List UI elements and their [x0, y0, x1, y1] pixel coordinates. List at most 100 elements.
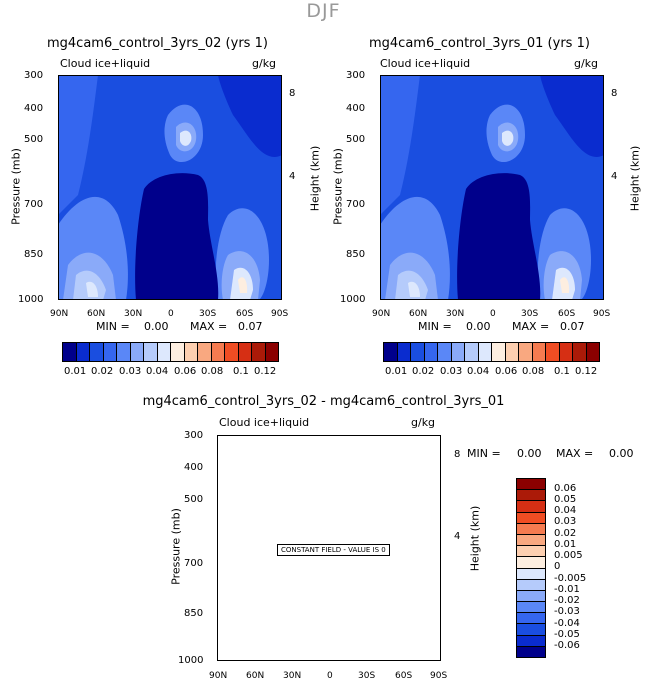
- colorbar-label: -0.04: [554, 618, 580, 629]
- colorbar-swatch: [586, 343, 599, 361]
- y-tick: 700: [184, 558, 204, 569]
- panel-3-colorbar: [516, 478, 546, 658]
- colorbar-swatch: [103, 343, 117, 361]
- colorbar-swatch: [465, 343, 479, 361]
- panel-1-variable: Cloud ice+liquid: [60, 57, 151, 70]
- min-value: 0.00: [466, 320, 491, 333]
- x-tick: 90N: [372, 309, 391, 319]
- y-tick: 850: [346, 249, 366, 260]
- colorbar-swatch: [198, 343, 212, 361]
- max-value: 0.07: [238, 320, 263, 333]
- constant-field-notice: CONSTANT FIELD - VALUE IS 0: [277, 544, 390, 556]
- panel-1-ylabel: Pressure (mb): [9, 148, 23, 225]
- y-tick: 500: [346, 134, 366, 145]
- colorbar-swatch: [517, 635, 545, 647]
- x-tick: 90S: [593, 309, 611, 319]
- contour-region: [540, 75, 604, 157]
- colorbar-swatch: [517, 479, 545, 491]
- panel-2-ylabel: Pressure (mb): [331, 148, 345, 225]
- max-label: MAX =: [190, 320, 228, 333]
- colorbar-label: 0.01: [385, 366, 408, 377]
- panel-2-frame: [380, 75, 604, 300]
- colorbar-label: 0.1: [233, 366, 249, 377]
- colorbar-label: 0.02: [412, 366, 435, 377]
- min-label: MIN =: [467, 447, 501, 460]
- y2-tick: 4: [611, 171, 618, 182]
- panel-1-y2label: Height (km): [308, 145, 322, 212]
- y2-tick: 8: [289, 88, 296, 99]
- panel-3-y2label: Height (km): [468, 505, 482, 572]
- colorbar-swatch: [384, 343, 398, 361]
- colorbar-swatch: [517, 501, 545, 513]
- colorbar-swatch: [517, 490, 545, 502]
- colorbar-swatch: [517, 557, 545, 569]
- panel-3-units: g/kg: [411, 416, 436, 429]
- colorbar-swatch: [532, 343, 546, 361]
- y2-tick: 8: [611, 88, 618, 99]
- colorbar-swatch: [517, 534, 545, 547]
- colorbar-label: 0.08: [201, 366, 224, 377]
- colorbar-swatch: [517, 646, 545, 657]
- colorbar-label: 0.08: [522, 366, 545, 377]
- colorbar-label: 0.03: [440, 366, 463, 377]
- y-tick: 300: [24, 70, 44, 81]
- colorbar-swatch: [517, 590, 545, 603]
- colorbar-swatch: [517, 624, 545, 636]
- colorbar-label: 0.1: [554, 366, 570, 377]
- colorbar-swatch: [424, 343, 438, 361]
- colorbar-swatch: [492, 343, 506, 361]
- colorbar-swatch: [184, 343, 198, 361]
- colorbar-label: 0.02: [91, 366, 114, 377]
- panel-2-contour-plot: [380, 75, 604, 300]
- colorbar-swatch: [505, 343, 519, 361]
- y-tick: 300: [184, 430, 204, 441]
- colorbar-swatch: [519, 343, 533, 361]
- contour-region: [218, 75, 282, 157]
- colorbar-label: 0.01: [554, 539, 577, 550]
- panel-2-colorbar: [383, 342, 600, 362]
- panel-1-title: mg4cam6_control_3yrs_02 (yrs 1): [47, 36, 268, 51]
- y-tick: 1000: [340, 294, 366, 305]
- y2-tick: 8: [454, 449, 461, 460]
- colorbar-label: 0.06: [174, 366, 197, 377]
- y-tick: 1000: [18, 294, 44, 305]
- colorbar-swatch: [517, 546, 545, 558]
- y-tick: 400: [24, 103, 44, 114]
- colorbar-label: 0.01: [64, 366, 87, 377]
- y2-tick: 4: [454, 531, 461, 542]
- colorbar-swatch: [451, 343, 465, 361]
- colorbar-label: 0.04: [146, 366, 169, 377]
- contour-region: [380, 75, 420, 215]
- panel-2-title: mg4cam6_control_3yrs_01 (yrs 1): [369, 36, 590, 51]
- x-tick: 90N: [50, 309, 69, 319]
- colorbar-swatch: [517, 613, 545, 625]
- colorbar-swatch: [117, 343, 131, 361]
- colorbar-label: 0.06: [554, 483, 577, 494]
- colorbar-label: -0.02: [554, 595, 580, 606]
- x-tick: 30N: [446, 309, 465, 319]
- contour-region: [58, 75, 98, 215]
- colorbar-label: 0: [554, 561, 561, 572]
- max-value: 0.07: [560, 320, 585, 333]
- colorbar-label: 0.02: [554, 528, 577, 539]
- contour-region: [560, 277, 570, 293]
- colorbar-label: -0.005: [554, 573, 587, 584]
- colorbar-swatch: [211, 343, 225, 361]
- y-tick: 1000: [178, 655, 204, 666]
- colorbar-label: -0.05: [554, 629, 580, 640]
- colorbar-swatch: [559, 343, 573, 361]
- x-tick: 90S: [271, 309, 289, 319]
- y-tick: 850: [24, 249, 44, 260]
- colorbar-label: -0.06: [554, 640, 580, 651]
- x-tick: 60N: [87, 309, 106, 319]
- colorbar-swatch: [252, 343, 266, 361]
- x-tick: 30N: [283, 671, 302, 681]
- y-tick: 400: [184, 462, 204, 473]
- x-tick: 60S: [236, 309, 254, 319]
- colorbar-swatch: [573, 343, 587, 361]
- x-tick: 90S: [430, 671, 448, 681]
- colorbar-label: 0.12: [575, 366, 598, 377]
- x-tick: 30S: [199, 309, 217, 319]
- y-tick: 850: [184, 608, 204, 619]
- x-tick: 0: [327, 671, 333, 681]
